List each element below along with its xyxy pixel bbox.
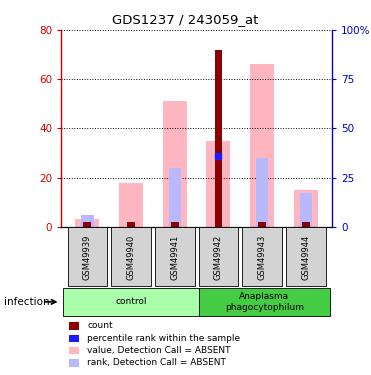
Bar [163, 101, 187, 227]
Bar [258, 222, 266, 227]
Bar [300, 194, 312, 227]
Text: control: control [115, 297, 147, 306]
Bar [171, 222, 179, 227]
Text: count: count [87, 321, 113, 330]
Text: value, Detection Call = ABSENT: value, Detection Call = ABSENT [87, 346, 231, 355]
Text: GSM49940: GSM49940 [127, 234, 136, 279]
Bar [206, 141, 230, 227]
Text: GSM49941: GSM49941 [170, 234, 179, 279]
Text: GDS1237 / 243059_at: GDS1237 / 243059_at [112, 13, 259, 26]
FancyBboxPatch shape [286, 228, 326, 286]
Bar [83, 222, 91, 227]
Bar [250, 64, 274, 227]
FancyBboxPatch shape [155, 228, 195, 286]
Bar [214, 50, 222, 227]
Text: GSM49944: GSM49944 [301, 234, 310, 279]
Bar [81, 215, 93, 227]
Text: rank, Detection Call = ABSENT: rank, Detection Call = ABSENT [87, 358, 226, 368]
Bar [169, 168, 181, 227]
Bar [256, 158, 268, 227]
Bar [75, 219, 99, 227]
FancyBboxPatch shape [242, 228, 282, 286]
Bar [294, 190, 318, 227]
Text: GSM49943: GSM49943 [257, 234, 267, 280]
FancyBboxPatch shape [198, 228, 238, 286]
Text: percentile rank within the sample: percentile rank within the sample [87, 334, 240, 343]
FancyBboxPatch shape [111, 228, 151, 286]
Text: infection: infection [4, 297, 49, 307]
Bar [302, 222, 310, 227]
FancyBboxPatch shape [199, 288, 330, 316]
FancyBboxPatch shape [68, 228, 107, 286]
Text: Anaplasma
phagocytophilum: Anaplasma phagocytophilum [225, 292, 304, 312]
FancyBboxPatch shape [63, 288, 199, 316]
Text: GSM49942: GSM49942 [214, 234, 223, 279]
Bar [127, 222, 135, 227]
Text: GSM49939: GSM49939 [83, 234, 92, 280]
Bar [119, 183, 143, 227]
